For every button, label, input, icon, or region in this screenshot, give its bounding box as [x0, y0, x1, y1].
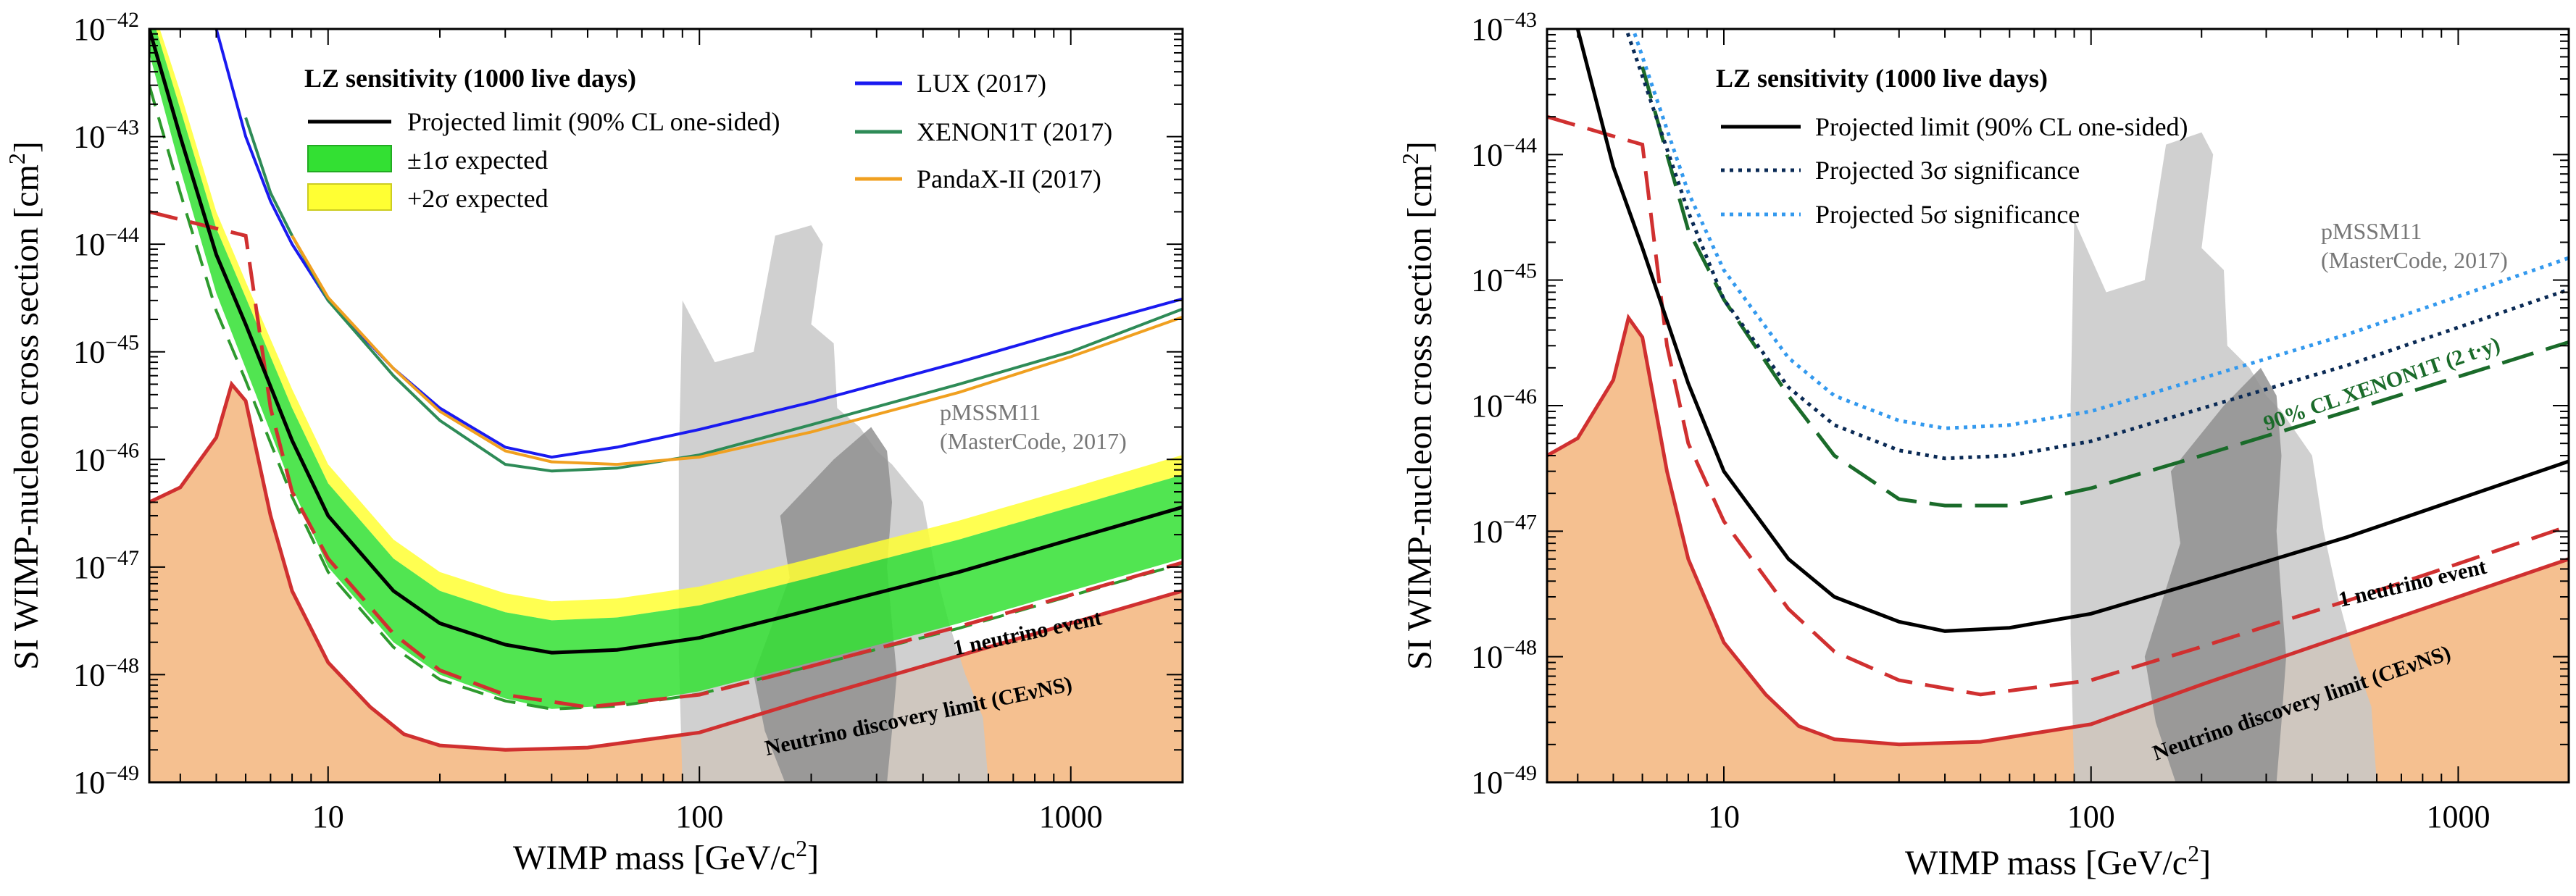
y-axis-title: SI WIMP-nucleon cross section [cm2] — [4, 141, 46, 670]
pandax-2017-line — [291, 235, 1183, 466]
x-tick-label: 10 — [312, 799, 344, 834]
legend-limit-label: Projected limit (90% CL one-sided) — [407, 107, 780, 136]
legend-pandax-label: PandaX-II (2017) — [917, 164, 1101, 193]
legend-3sigma-label: Projected 3σ significance — [1815, 156, 2080, 185]
neutrino-floor-line — [149, 380, 1183, 752]
legend-lux-label: LUX (2017) — [917, 69, 1046, 98]
legend-1sigma-label: ±1σ expected — [407, 146, 548, 175]
pmssm-label-line2: (MasterCode, 2017) — [2321, 247, 2508, 273]
pmssm-label-line1: pMSSM11 — [2321, 218, 2422, 244]
y-tick-labels: 10−49 10−48 10−47 10−46 10−45 10−44 10−43 10−42 — [73, 8, 139, 800]
xenon1t-2ty-label: 90% CL XENON1T (2 t·y) — [2261, 332, 2504, 436]
projected-5sigma-line — [1631, 29, 2569, 430]
x-axis-title: WIMP mass [GeV/c2] — [513, 835, 819, 877]
x-tick-label: 100 — [675, 799, 723, 834]
y-tick-label: 10−46 — [73, 438, 139, 477]
projected-limit-line — [1575, 29, 2569, 633]
y-tick-label: 10−47 — [1471, 510, 1537, 549]
y-axis-title: SI WIMP-nucleon cross section [cm2] — [1397, 141, 1439, 670]
legend-left: LZ sensitivity (1000 live days) Projecte… — [304, 64, 780, 213]
y-tick-label: 10−48 — [1471, 636, 1537, 675]
neutrino-floor-fill — [1547, 317, 2569, 782]
legend-right: LUX (2017) XENON1T (2017) PandaX-II (201… — [855, 69, 1112, 193]
y-tick-label: 10−45 — [73, 331, 139, 370]
pmssm-label-line2: (MasterCode, 2017) — [940, 428, 1127, 454]
x-tick-label: 1000 — [1039, 799, 1103, 834]
xenon1t-2ty-dashed-line — [1641, 66, 2569, 508]
pmssm-dark-region — [2144, 367, 2286, 782]
y-tick-label: 10−44 — [73, 223, 139, 262]
y-tick-label: 10−46 — [1471, 385, 1537, 424]
legend-2sigma-label: +2σ expected — [407, 184, 549, 213]
plot-frame — [148, 28, 1184, 784]
x-tick-label: 10 — [1708, 799, 1740, 834]
legend: LZ sensitivity (1000 live days) Projecte… — [1716, 64, 2188, 229]
y-tick-label: 10−42 — [73, 8, 139, 47]
legend-title: LZ sensitivity (1000 live days) — [1716, 64, 2048, 93]
pmssm-region — [2070, 132, 2377, 782]
one-neutrino-event-line — [149, 209, 1183, 709]
y-tick-label: 10−45 — [1471, 259, 1537, 298]
y-tick-label: 10−44 — [1471, 133, 1537, 172]
pmssm-label-line1: pMSSM11 — [940, 399, 1041, 425]
y-tick-label: 10−43 — [1471, 8, 1537, 47]
one-neutrino-event-line — [1547, 114, 2569, 697]
lux-2017-line — [214, 29, 1183, 459]
legend-title: LZ sensitivity (1000 live days) — [304, 64, 636, 93]
legend-5sigma-label: Projected 5σ significance — [1815, 200, 2080, 229]
median-expected-dashed — [149, 85, 1183, 711]
x-tick-label: 100 — [2067, 799, 2115, 834]
legend-2sigma-swatch — [307, 183, 392, 211]
left-chart-panel: 10 100 1000 10−49 10−48 10−47 10−46 10−45 10−44… — [4, 8, 1184, 877]
tick-marks — [149, 28, 1183, 783]
legend-limit-label: Projected limit (90% CL one-sided) — [1815, 112, 2188, 141]
y-tick-label: 10−49 — [1471, 761, 1537, 800]
tick-marks — [1547, 28, 2569, 783]
x-tick-labels: 10 100 1000 — [312, 799, 1103, 834]
legend-1sigma-swatch — [307, 145, 392, 172]
y-tick-label: 10−48 — [73, 653, 139, 692]
y-tick-labels: 10−49 10−48 10−47 10−46 10−45 10−44 10−43 — [1471, 8, 1537, 800]
legend-xenon-label: XENON1T (2017) — [917, 117, 1112, 146]
projected-limit-line — [149, 29, 1183, 655]
x-tick-label: 1000 — [2426, 799, 2490, 834]
projected-3sigma-line — [1624, 29, 2569, 461]
y-tick-label: 10−49 — [73, 761, 139, 800]
neutrino-floor-line — [1547, 313, 2569, 747]
x-axis-title: WIMP mass [GeV/c2] — [1905, 840, 2211, 882]
y-tick-label: 10−43 — [73, 116, 139, 155]
x-tick-labels: 10 100 1000 — [1708, 799, 2490, 834]
right-chart-panel: 10 100 1000 10−49 10−48 10−47 10−46 10−45 10−44… — [1397, 8, 2570, 882]
y-tick-label: 10−47 — [73, 546, 139, 585]
